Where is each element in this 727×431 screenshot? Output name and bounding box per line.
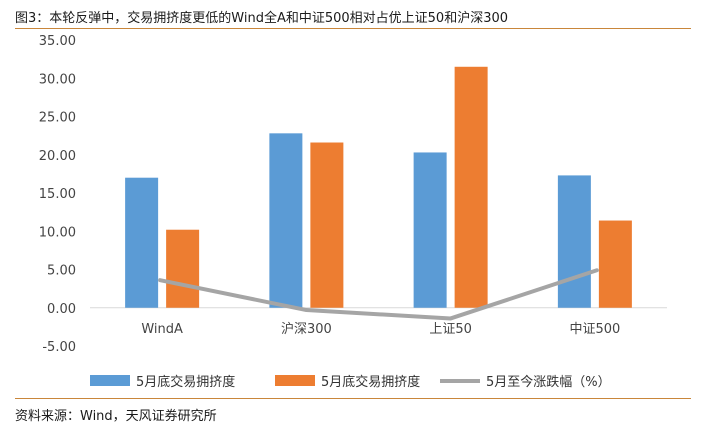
y-tick-label: 30.00 — [39, 72, 76, 87]
x-category-label: 上证50 — [429, 322, 472, 337]
x-category-label: 中证500 — [569, 322, 620, 337]
y-tick-label: 25.00 — [39, 111, 76, 126]
bar-series — [125, 66, 632, 308]
bar-blue-1 — [269, 133, 303, 308]
x-axis: WindA 沪深300 上证50 中证500 — [141, 321, 620, 337]
y-tick-label: 20.00 — [39, 149, 76, 164]
y-tick-label: 0.00 — [47, 302, 76, 317]
bar-orange-0 — [166, 229, 200, 308]
title-rule — [15, 28, 691, 29]
line-series — [158, 268, 599, 321]
legend-label: 5月底交易拥挤度 — [136, 374, 235, 390]
y-tick-label: 10.00 — [39, 225, 76, 240]
y-tick-label: 35.00 — [39, 34, 76, 49]
legend-swatch-1 — [275, 375, 315, 386]
bar-orange-2 — [454, 66, 488, 308]
bar-blue-2 — [413, 152, 447, 308]
legend-swatch-0 — [90, 375, 130, 386]
bar-blue-3 — [557, 175, 591, 308]
y-tick-label: -5.00 — [42, 340, 76, 355]
line-return — [158, 268, 599, 321]
y-tick-label: 5.00 — [47, 264, 76, 279]
bar-orange-3 — [598, 220, 632, 308]
y-tick-label: 15.00 — [39, 187, 76, 202]
x-category-label: 沪深300 — [281, 321, 332, 337]
chart-title: 图3：本轮反弹中，交易拥挤度更低的Wind全A和中证500相对占优上证50和沪深… — [15, 11, 509, 26]
source-rule — [15, 398, 691, 399]
y-axis: 35.00 30.00 25.00 20.00 15.00 10.00 5.00 0.00 -5… — [39, 34, 76, 355]
legend-label: 5月底交易拥挤度 — [321, 374, 420, 390]
x-category-label: WindA — [141, 322, 183, 337]
bar-orange-1 — [310, 142, 344, 308]
legend: 5月底交易拥挤度 5月底交易拥挤度 5月至今涨跌幅（%） — [90, 374, 611, 390]
source-note: 资料来源：Wind，天风证券研究所 — [15, 409, 217, 424]
legend-label: 5月至今涨跌幅（%） — [486, 374, 611, 390]
bar-blue-0 — [125, 177, 159, 308]
